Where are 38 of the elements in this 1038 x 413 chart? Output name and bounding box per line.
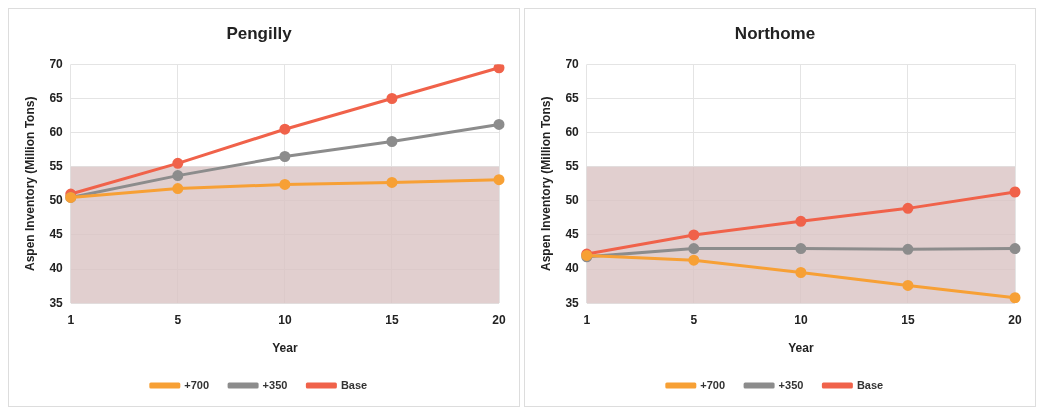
x-tick-label: 5 [174,312,182,327]
y-tick-label: 45 [49,227,64,242]
chart-title: Pengilly [226,23,293,43]
y-tick-label: 35 [49,295,64,310]
y-tick-label: 50 [49,193,64,208]
y-tick-label: 40 [565,261,580,276]
y-tick-label: 60 [49,124,64,139]
x-axis-title: Year [788,341,814,356]
y-tick-label: 40 [49,261,64,276]
y-tick-label: 55 [49,159,64,174]
y-tick-label: 50 [565,193,580,208]
x-axis-title: Year [272,341,298,356]
x-tick-label: 10 [794,312,808,327]
x-tick-label: 1 [67,312,75,327]
y-tick-label: 70 [49,56,64,71]
y-tick-label: 70 [565,56,580,71]
legend-label: +700 [700,378,726,391]
x-tick-label: 15 [385,312,399,327]
y-tick-label: 65 [49,90,64,105]
legend-label: Base [340,378,368,391]
y-axis-title: Aspen Inventory (Million Tons) [22,96,37,272]
x-tick-label: 20 [1008,312,1022,327]
chart-title: Northome [734,23,816,43]
x-tick-label: 10 [278,312,292,327]
legend-label: +350 [778,378,804,391]
legend-label: +350 [262,378,288,391]
y-tick-label: 65 [565,90,580,105]
y-axis-title: Aspen Inventory (Million Tons) [538,96,553,272]
x-tick-label: 1 [583,312,591,327]
y-tick-label: 60 [565,124,580,139]
y-tick-label: 45 [565,227,580,242]
y-tick-label: 55 [565,159,580,174]
legend-label: +700 [184,378,210,391]
x-tick-label: 5 [690,312,698,327]
x-tick-label: 15 [901,312,915,327]
y-tick-label: 35 [565,295,580,310]
legend-label: Base [856,378,884,391]
x-tick-label: 20 [492,312,506,327]
